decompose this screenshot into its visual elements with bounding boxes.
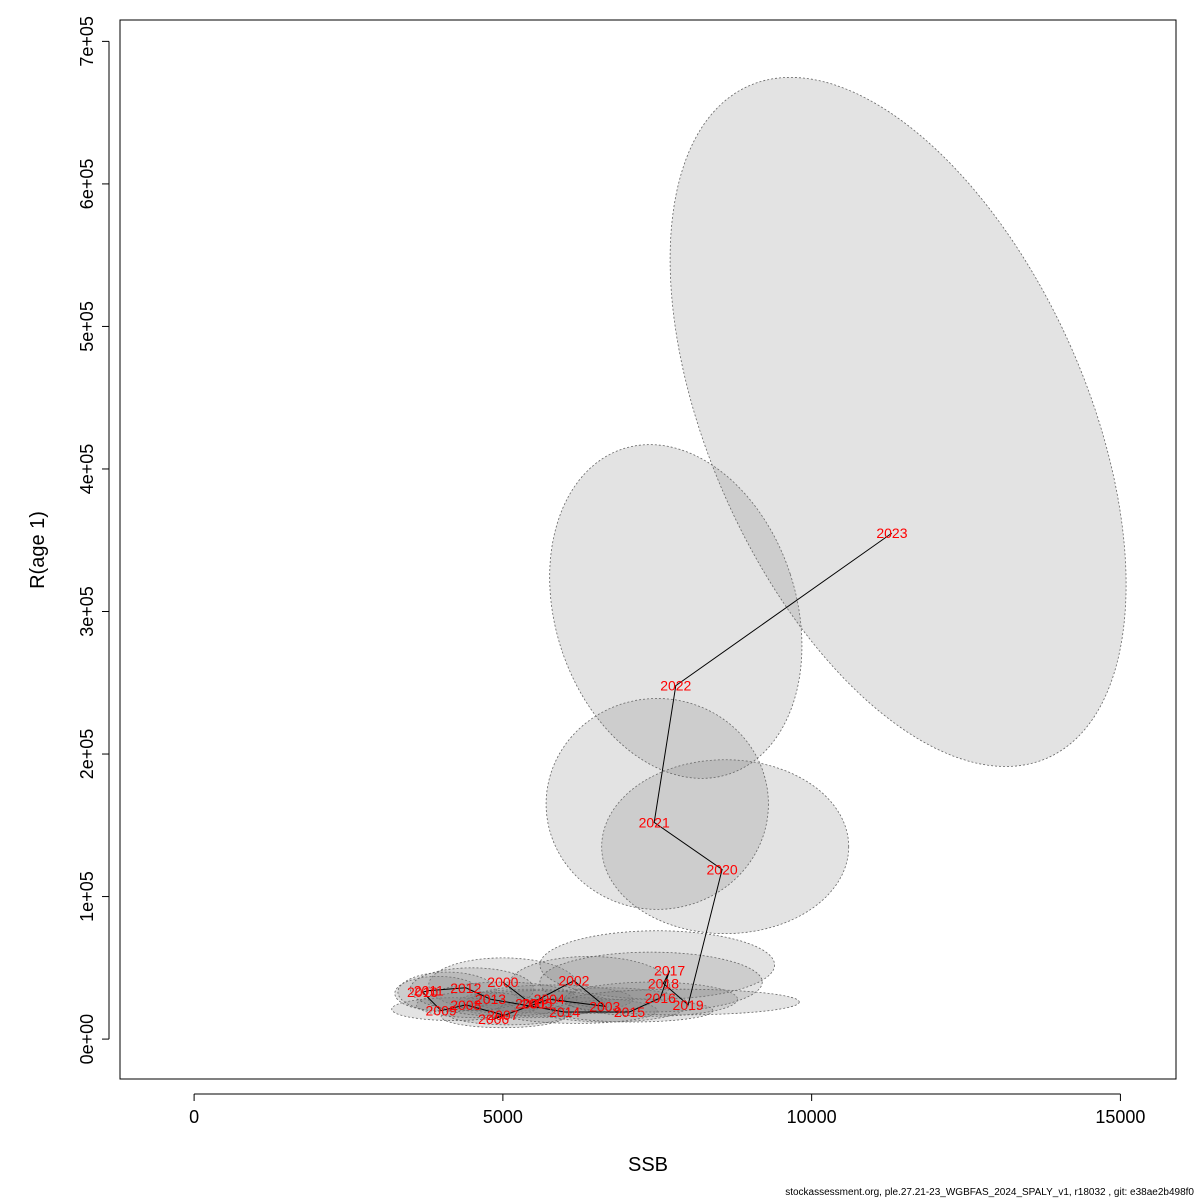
year-label-2017: 2017 [654, 963, 685, 979]
y-tick-label: 0e+00 [77, 1014, 97, 1065]
y-tick-label: 7e+05 [77, 16, 97, 67]
confidence-ellipse-2018 [539, 951, 763, 1013]
year-label-2014: 2014 [549, 1004, 580, 1020]
confidence-ellipse-2012 [409, 967, 535, 1011]
year-label-2015: 2015 [614, 1004, 645, 1020]
x-tick-label: 15000 [1095, 1107, 1145, 1127]
y-tick-label: 4e+05 [77, 444, 97, 495]
y-tick-label: 6e+05 [77, 159, 97, 210]
confidence-ellipse-2020 [601, 759, 850, 935]
x-axis-title: SSB [628, 1154, 668, 1176]
year-label-2009: 2009 [426, 1003, 457, 1019]
y-axis: 0e+00 1e+05 2e+05 3e+05 4e+05 5e+05 6e+05 7e+05 [77, 16, 110, 1065]
confidence-ellipse-2008 [416, 991, 541, 1019]
y-tick-label: 3e+05 [77, 586, 97, 637]
year-label-2004: 2004 [534, 991, 565, 1007]
confidence-ellipse-2014 [496, 997, 658, 1024]
year-label-2007: 2007 [487, 1007, 518, 1023]
year-label-2012: 2012 [450, 980, 481, 996]
year-label-2019: 2019 [673, 997, 704, 1013]
year-label-2001: 2001 [515, 995, 546, 1011]
confidence-ellipses [391, 76, 1127, 1029]
year-label-2013: 2013 [475, 991, 506, 1007]
year-label-2020: 2020 [707, 861, 738, 877]
year-label-2023: 2023 [876, 525, 907, 541]
year-label-2018: 2018 [648, 976, 679, 992]
y-axis-title: R(age 1) [27, 511, 49, 589]
trajectory-line [421, 532, 893, 1020]
year-labels: 2000200120022003200420052006200720082009… [407, 525, 908, 1027]
year-label-2016: 2016 [645, 990, 676, 1006]
confidence-ellipse-2011 [397, 971, 498, 1013]
year-label-2003: 2003 [589, 998, 620, 1014]
y-tick-label: 5e+05 [77, 301, 97, 352]
x-tick-label: 5000 [483, 1107, 523, 1127]
confidence-ellipse-2022 [549, 444, 803, 779]
y-tick-label: 1e+05 [77, 871, 97, 922]
year-label-2010: 2010 [407, 984, 438, 1000]
y-tick-label: 2e+05 [77, 729, 97, 780]
year-label-2000: 2000 [487, 974, 518, 990]
year-label-2006: 2006 [478, 1011, 509, 1027]
confidence-ellipse-2016 [564, 981, 738, 1017]
year-label-2022: 2022 [660, 678, 691, 694]
year-label-2021: 2021 [639, 814, 670, 830]
year-label-2011: 2011 [414, 983, 444, 999]
confidence-ellipse-2023 [669, 76, 1127, 767]
x-axis: 0 5000 10000 15000 [189, 1093, 1145, 1127]
year-label-2002: 2002 [558, 973, 589, 989]
year-label-2008: 2008 [450, 997, 481, 1013]
x-tick-label: 10000 [787, 1107, 837, 1127]
year-label-2005: 2005 [521, 995, 552, 1011]
footer-credit: stockassessment.org, ple.27.21-23_WGBFAS… [785, 1187, 1194, 1198]
confidence-ellipse-2019 [564, 988, 800, 1016]
x-tick-label: 0 [189, 1107, 199, 1127]
plot-frame [119, 19, 1177, 1080]
